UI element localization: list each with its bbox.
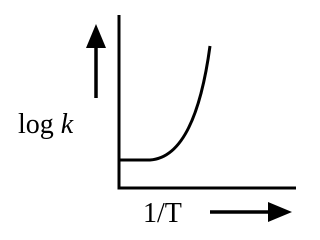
curve: [119, 45, 212, 162]
y-label-text: log: [18, 109, 54, 140]
y-label: log k: [18, 109, 74, 140]
y-label-variable: k: [61, 109, 74, 140]
diagram: log k 1/T: [18, 15, 296, 229]
x-label: 1/T: [143, 198, 182, 229]
x-arrow-head: [268, 202, 292, 222]
y-arrow-head: [86, 24, 106, 48]
